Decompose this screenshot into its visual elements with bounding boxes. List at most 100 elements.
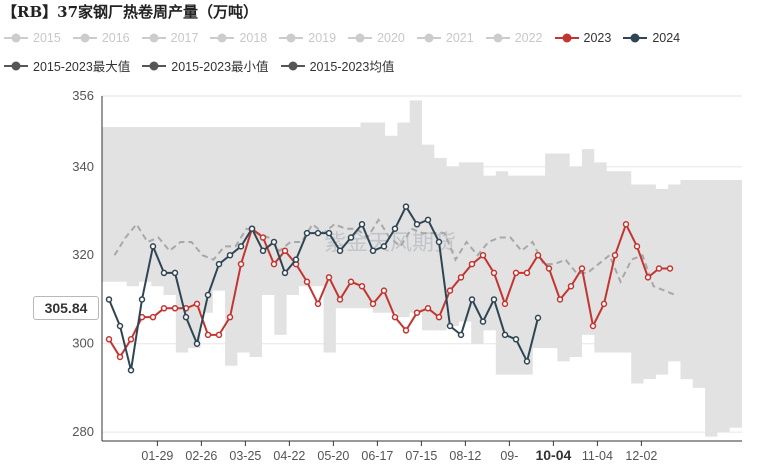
series-2023 <box>105 221 674 361</box>
legend-marker-icon <box>279 33 304 43</box>
data-point <box>204 331 212 339</box>
data-point <box>655 265 663 272</box>
data-point <box>380 287 388 294</box>
x-tick-label: 02-26 <box>185 449 217 463</box>
data-point <box>237 260 245 268</box>
x-tick-label: 05-20 <box>317 449 349 463</box>
data-point <box>556 296 564 303</box>
series-layer <box>105 203 674 374</box>
legend-label: 2021 <box>445 31 474 45</box>
data-point <box>468 296 476 303</box>
data-point <box>193 340 201 347</box>
data-point <box>523 269 531 277</box>
x-tick-label: 09- <box>500 449 518 463</box>
data-point <box>248 225 256 232</box>
legend-marker-icon <box>210 33 235 43</box>
legend-label: 2015-2023最小值 <box>171 60 269 74</box>
data-point <box>622 221 630 228</box>
data-point <box>336 296 344 303</box>
legend-marker-icon <box>72 33 97 43</box>
data-point <box>413 309 421 316</box>
legend-label: 2024 <box>652 31 681 45</box>
legend-marker-icon <box>348 33 373 43</box>
data-point <box>512 269 520 277</box>
data-point <box>270 260 278 268</box>
legend-marker-icon <box>4 61 28 70</box>
y-tick-label: 300 <box>72 336 94 351</box>
legend-marker-icon <box>485 33 510 43</box>
data-point <box>303 229 311 237</box>
data-point <box>116 353 124 361</box>
data-point <box>193 300 201 308</box>
data-point <box>644 274 652 281</box>
data-point <box>446 322 454 330</box>
legend-item-2017[interactable]: 2017 <box>141 31 198 45</box>
legend-item-2019[interactable]: 2019 <box>279 31 336 45</box>
data-point <box>270 238 278 246</box>
legend-item-2021[interactable]: 2021 <box>416 31 474 45</box>
legend-label: 2015-2023均值 <box>309 60 395 74</box>
min-max-band <box>102 100 742 437</box>
legend-item-2020[interactable]: 2020 <box>348 31 405 45</box>
legend-marker-icon <box>141 33 166 43</box>
legend-item-2023[interactable]: 2023 <box>554 31 612 45</box>
legend-item-2024[interactable]: 2024 <box>623 31 680 45</box>
axes: 280 300 320 340 356 01-29 02-26 03-25 04-22 05-20… <box>72 88 742 463</box>
legend-item-2015-2023最小值[interactable]: 2015-2023最小值 <box>142 56 269 75</box>
data-point <box>479 318 487 325</box>
data-point <box>424 305 432 312</box>
data-point <box>215 260 223 268</box>
data-point <box>149 313 157 321</box>
data-point <box>149 243 157 250</box>
x-tick-label: 04-22 <box>273 449 305 463</box>
data-point <box>534 251 542 259</box>
data-point <box>160 305 168 312</box>
legend-label: 2020 <box>377 31 405 45</box>
legend-label: 2016 <box>101 31 130 45</box>
data-point <box>171 305 179 312</box>
legend-marker-icon <box>280 61 305 70</box>
x-tick-label: 07-15 <box>405 449 437 463</box>
data-point <box>303 278 311 286</box>
legend-item-2015-2023最大值[interactable]: 2015-2023最大值 <box>4 56 130 75</box>
x-tick-label: 11-04 <box>582 449 613 463</box>
data-point <box>402 327 410 334</box>
x-tick-label: 06-17 <box>361 449 393 463</box>
data-point <box>435 238 443 246</box>
data-point <box>611 251 619 259</box>
data-point <box>512 336 520 343</box>
legend-item-2015[interactable]: 2015 <box>4 31 61 45</box>
legend-marker-icon <box>4 33 28 43</box>
x-tick-label: 03-25 <box>229 449 261 463</box>
chart-title: 【RB】37家钢厂热卷周产量（万吨） <box>2 3 259 21</box>
data-point <box>567 282 575 290</box>
data-point <box>204 291 212 299</box>
data-point <box>336 247 344 255</box>
data-point <box>490 296 498 303</box>
legend-marker-icon <box>416 33 441 43</box>
data-point <box>325 229 333 237</box>
x-tick-label: 01-29 <box>141 449 173 463</box>
y-tick-label: 356 <box>72 88 94 103</box>
data-point <box>358 221 366 228</box>
legend-item-2016[interactable]: 2016 <box>72 31 130 45</box>
data-point <box>468 260 476 268</box>
data-point <box>325 274 333 281</box>
data-point <box>479 251 487 259</box>
legend-marker-icon <box>142 61 167 70</box>
data-point <box>589 322 597 330</box>
data-point <box>358 282 366 290</box>
data-point <box>545 265 553 272</box>
data-point <box>413 221 421 228</box>
legend-label: 2023 <box>583 31 612 45</box>
legend-label: 2022 <box>514 31 543 45</box>
legend-item-2022[interactable]: 2022 <box>485 31 543 45</box>
band-area <box>102 100 742 437</box>
data-point <box>182 313 190 321</box>
data-point <box>105 296 113 303</box>
data-point <box>347 234 355 241</box>
legend-item-2015-2023均值[interactable]: 2015-2023均值 <box>280 56 395 75</box>
data-point <box>259 247 267 255</box>
legend-item-2018[interactable]: 2018 <box>210 31 267 45</box>
data-point <box>666 265 674 272</box>
